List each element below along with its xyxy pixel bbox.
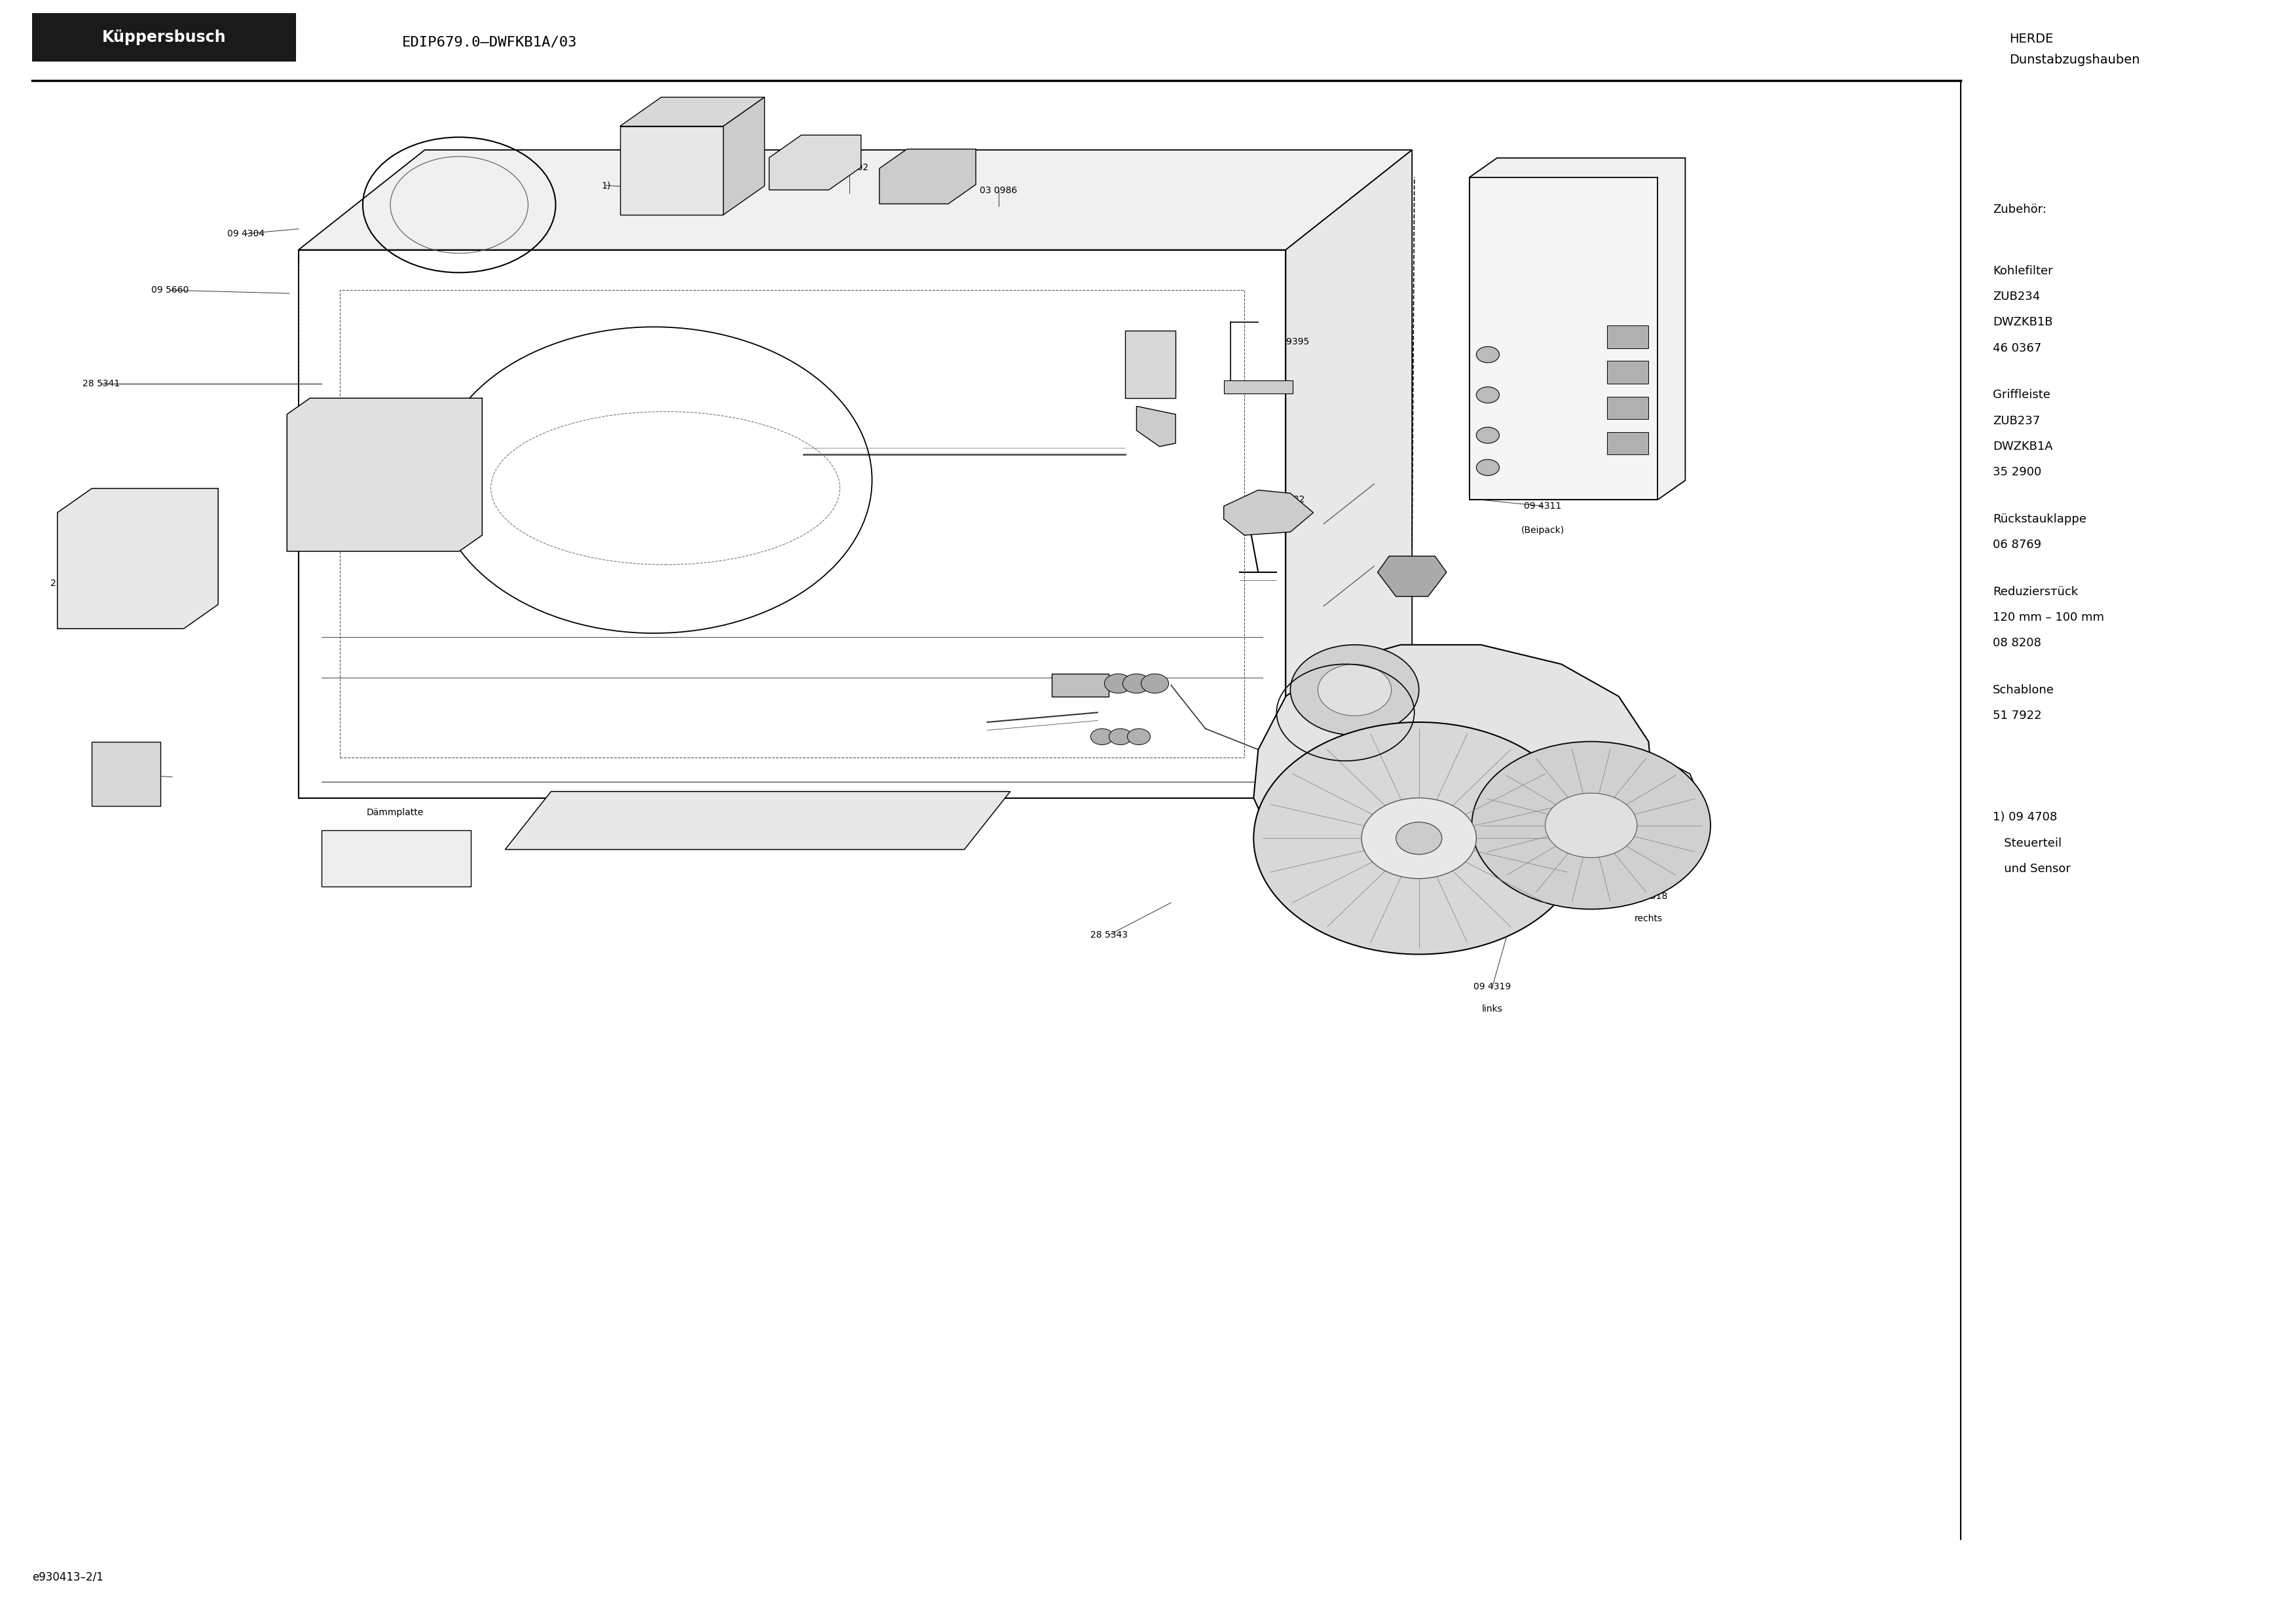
Text: rechts: rechts [1635, 914, 1662, 924]
Circle shape [1254, 722, 1584, 954]
Text: 09 4311: 09 4311 [1525, 501, 1561, 511]
Text: 28 5342: 28 5342 [583, 785, 620, 795]
Polygon shape [1224, 490, 1313, 535]
Polygon shape [287, 398, 482, 551]
Text: Steuerteil: Steuerteil [1993, 837, 2062, 850]
Text: 1): 1) [602, 181, 611, 190]
Text: 06 9410: 06 9410 [1130, 342, 1166, 351]
Bar [298, 250, 1286, 798]
Circle shape [1476, 347, 1499, 363]
Text: 05 9682: 05 9682 [1267, 495, 1304, 505]
Text: 28 5340: 28 5340 [1061, 422, 1097, 432]
Polygon shape [620, 97, 765, 126]
Circle shape [1109, 729, 1132, 745]
Circle shape [1476, 387, 1499, 403]
Circle shape [1091, 729, 1114, 745]
Text: Küppersbusch: Küppersbusch [101, 29, 227, 45]
Bar [1469, 177, 1658, 500]
Text: HERDE: HERDE [2009, 32, 2053, 45]
Circle shape [1472, 742, 1711, 909]
Bar [92, 742, 161, 806]
Bar [620, 126, 723, 214]
Text: 06 9406: 06 9406 [1038, 680, 1075, 690]
Text: und Sensor: und Sensor [1993, 862, 2071, 875]
Text: 06 9410: 06 9410 [103, 769, 140, 779]
Polygon shape [1137, 406, 1176, 447]
Bar [1052, 674, 1109, 696]
Circle shape [1476, 427, 1499, 443]
Text: 06 9401: 06 9401 [728, 160, 765, 169]
Circle shape [1141, 674, 1169, 693]
Polygon shape [57, 488, 218, 629]
Polygon shape [879, 148, 976, 203]
Bar [321, 830, 471, 887]
Text: Griffleiste: Griffleiste [1993, 388, 2050, 401]
Bar [1607, 361, 1649, 384]
Text: Reduziersтück: Reduziersтück [1993, 585, 2078, 598]
Polygon shape [1534, 750, 1704, 879]
Bar [1607, 326, 1649, 348]
Text: 28 5338: 28 5338 [51, 579, 87, 588]
Circle shape [1545, 793, 1637, 858]
Text: Rückstauklappe: Rückstauklappe [1993, 513, 2087, 526]
Text: Kohlefilter: Kohlefilter [1993, 264, 2053, 277]
Polygon shape [1378, 556, 1446, 596]
Circle shape [1290, 645, 1419, 735]
Text: 09 4319: 09 4319 [1474, 982, 1511, 991]
Polygon shape [769, 135, 861, 190]
Text: 28 5341: 28 5341 [83, 379, 119, 388]
Text: EDIP679.0–DWFKB1A/03: EDIP679.0–DWFKB1A/03 [402, 35, 576, 48]
Polygon shape [1254, 645, 1653, 906]
Text: 05 1260: 05 1260 [976, 732, 1013, 742]
Text: Schablone: Schablone [1993, 683, 2055, 696]
Text: 09 4304: 09 4304 [227, 229, 264, 239]
Bar [340, 290, 1244, 758]
Text: 35 0279: 35 0279 [377, 785, 413, 795]
Text: Dämmplatte: Dämmplatte [367, 808, 422, 817]
Polygon shape [1224, 380, 1293, 393]
Text: 51 7922: 51 7922 [1993, 709, 2041, 722]
Text: links: links [1481, 1004, 1504, 1014]
Text: ZUB234: ZUB234 [1993, 290, 2041, 303]
Polygon shape [1286, 150, 1412, 798]
Text: 06 8769: 06 8769 [1993, 538, 2041, 551]
Text: DWZKB1B: DWZKB1B [1993, 316, 2053, 329]
Polygon shape [298, 150, 1412, 250]
Text: Zubehör:: Zubehör: [1993, 203, 2046, 216]
Circle shape [1104, 674, 1132, 693]
Text: 08 8208: 08 8208 [1993, 637, 2041, 650]
Text: 35 2900: 35 2900 [1993, 466, 2041, 479]
Text: 06 9395: 06 9395 [1272, 337, 1309, 347]
Circle shape [1362, 798, 1476, 879]
Circle shape [1318, 664, 1391, 716]
Circle shape [1127, 729, 1150, 745]
Bar [1607, 432, 1649, 455]
Text: DWZKB1A: DWZKB1A [1993, 440, 2053, 453]
Text: 09 4318: 09 4318 [1630, 891, 1667, 901]
Text: 03 0986: 03 0986 [980, 185, 1017, 195]
Text: 1) 09 4708: 1) 09 4708 [1993, 811, 2057, 824]
Circle shape [1476, 459, 1499, 476]
Text: 06 9402: 06 9402 [831, 163, 868, 172]
Circle shape [1396, 822, 1442, 854]
Text: 28 5343: 28 5343 [1091, 930, 1127, 940]
FancyBboxPatch shape [32, 13, 296, 61]
Text: e930413–2/1: e930413–2/1 [32, 1572, 103, 1583]
Text: Dunstabzugshauben: Dunstabzugshauben [2009, 53, 2140, 66]
Text: (Beipack): (Beipack) [1522, 526, 1564, 535]
Text: ZUB237: ZUB237 [1993, 414, 2041, 427]
Bar [1607, 397, 1649, 419]
Polygon shape [1469, 158, 1685, 500]
Polygon shape [505, 791, 1010, 850]
Bar [1125, 330, 1176, 398]
Text: 120 mm – 100 mm: 120 mm – 100 mm [1993, 611, 2103, 624]
Text: 09 5660: 09 5660 [152, 285, 188, 295]
Text: 46 0367: 46 0367 [1993, 342, 2041, 355]
Polygon shape [723, 97, 765, 214]
Circle shape [1123, 674, 1150, 693]
